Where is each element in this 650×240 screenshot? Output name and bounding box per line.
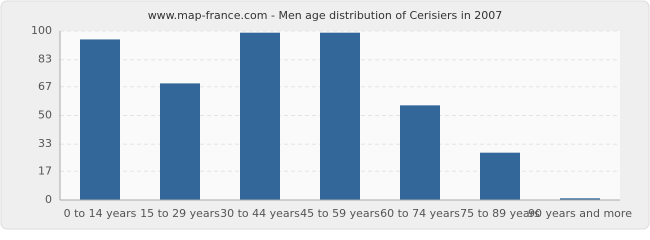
y-tick-label: 83 xyxy=(38,53,52,66)
y-tick-label: 67 xyxy=(38,80,52,93)
chart: www.map-france.com - Men age distributio… xyxy=(0,0,650,230)
x-tick-label: 15 to 29 years xyxy=(140,207,220,220)
x-tick-label: 75 to 89 years xyxy=(460,207,540,220)
bar xyxy=(400,105,440,200)
bar xyxy=(240,32,280,200)
x-tick-label: 30 to 44 years xyxy=(220,207,300,220)
bar xyxy=(480,152,520,200)
bar xyxy=(320,32,360,200)
x-tick-label: 60 to 74 years xyxy=(380,207,460,220)
bar xyxy=(80,39,120,201)
chart-title: www.map-france.com - Men age distributio… xyxy=(148,9,503,22)
y-tick-label: 33 xyxy=(38,137,52,150)
x-tick-label: 90 years and more xyxy=(528,207,632,220)
x-tick-label: 0 to 14 years xyxy=(64,207,137,220)
bar xyxy=(560,198,600,200)
x-tick-label: 45 to 59 years xyxy=(300,207,380,220)
y-tick-label: 50 xyxy=(38,109,52,122)
bar xyxy=(160,83,200,200)
y-tick-label: 17 xyxy=(38,164,52,177)
y-tick-label: 0 xyxy=(45,193,52,206)
y-tick-label: 100 xyxy=(31,24,52,37)
